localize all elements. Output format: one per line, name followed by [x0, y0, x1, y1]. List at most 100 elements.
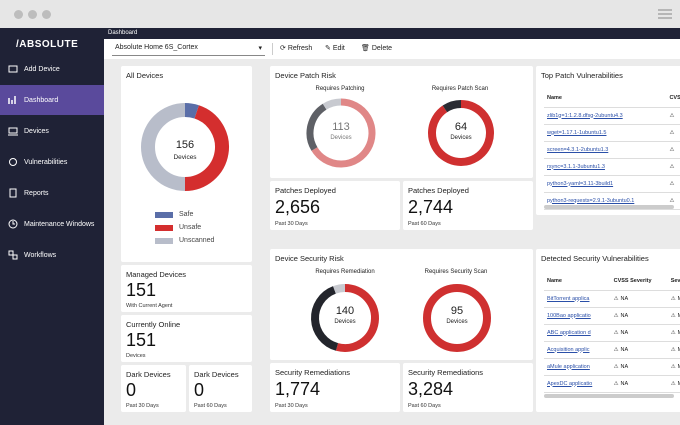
legend-swatch [155, 211, 173, 218]
stat-caption: Past 60 Days [194, 403, 227, 409]
column-header: Name [544, 90, 667, 108]
cell: ⚠ [666, 158, 680, 176]
nav-label: Workflows [24, 251, 57, 259]
donut-chart [311, 284, 379, 352]
nav-item[interactable]: Reports [0, 178, 104, 208]
window-dot [28, 10, 37, 19]
legend-label: Safe [179, 211, 194, 218]
dashboard-select[interactable]: Absolute Home 6S_Cortex ▾ [112, 42, 265, 56]
donut-total: 113 [332, 121, 350, 133]
donut-segment [423, 284, 491, 352]
warning-icon: ⚠ [670, 312, 676, 319]
donut-segment [306, 103, 327, 151]
donut-segment [335, 284, 379, 352]
chart-title: Requires Patch Scan [431, 86, 489, 92]
column-header: CVSS Severity [610, 273, 668, 291]
warning-icon: ⚠ [669, 163, 675, 170]
cell: rsync=3.1.1-3ubuntu1.3 [544, 158, 667, 176]
chart-title: Requires Security Scan [424, 269, 488, 275]
legend-label: Unscanned [179, 237, 215, 244]
donut-caption: Devices [334, 319, 356, 325]
vulnerability-link[interactable]: screen=4.3.1-2ubuntu1.3 [547, 146, 609, 153]
cell: ⚠ NA [610, 290, 668, 308]
cell-text: NA [620, 329, 629, 336]
all-devices-card: All Devices 156 Devices Safe Unsafe Unscan… [121, 66, 252, 262]
nav-icon [8, 96, 16, 104]
separator [272, 43, 273, 55]
nav-icon [9, 188, 17, 198]
table-row: screen=4.3.1-2ubuntu1.3 ⚠ [544, 141, 680, 159]
warning-icon: ⚠ [613, 346, 619, 353]
stat-caption: Past 30 Days [275, 403, 308, 409]
cell: ABC application d [544, 324, 611, 342]
cell: aMule application [544, 358, 611, 376]
warning-icon: ⚠ [613, 329, 619, 336]
cell-text: Mediu [678, 296, 680, 302]
legend-swatch [155, 224, 173, 231]
stat-caption: With Current Agent [126, 303, 173, 309]
cell-text: Mediu [678, 381, 680, 387]
donut-chart [141, 103, 229, 191]
vulnerability-link[interactable]: ApexDC applicatio [547, 380, 593, 387]
donut-segment [333, 284, 346, 294]
stat-card: Patches Deployed 2,744 Past 60 Days [403, 181, 533, 230]
vulnerability-link[interactable]: python3-yaml=3.11-3build1 [547, 180, 614, 187]
card-title: All Devices [126, 71, 164, 80]
refresh-button[interactable]: ⟳ Refresh [280, 45, 313, 52]
delete-button[interactable]: 🗑 Delete [361, 45, 393, 52]
nav-item[interactable]: Dashboard [0, 85, 104, 115]
nav-item[interactable]: Devices [0, 116, 104, 146]
legend: Safe Unsafe Unscanned [155, 208, 214, 247]
select-value: Absolute Home 6S_Cortex [115, 44, 198, 51]
cell-text: NA [620, 295, 629, 302]
cell-text: NA [620, 363, 629, 370]
vulnerability-link[interactable]: aMule application [547, 363, 590, 370]
stat-caption: Past 30 Days [275, 221, 308, 227]
legend-item: Unscanned [155, 234, 214, 247]
cell-text: Mediu [678, 330, 680, 336]
nav-item[interactable]: Add Device [0, 54, 104, 84]
warning-icon: ⚠ [670, 363, 676, 370]
table-row: zlib1g=1:1.2.8.dfsg-2ubuntu4.3 ⚠ [544, 107, 680, 125]
table-row: ABC application d⚠NA⚠Mediu [544, 324, 680, 342]
donut-segment [442, 100, 462, 113]
title-bar [0, 0, 680, 28]
vulnerability-link[interactable]: rsync=3.1.1-3ubuntu1.3 [547, 163, 605, 170]
stat-card: Managed Devices 151 With Current Agent [121, 265, 252, 312]
card-title: Detected Security Vulnerabilities [541, 254, 649, 263]
nav-item[interactable]: Workflows [0, 240, 104, 270]
warning-icon: ⚠ [613, 312, 619, 319]
action-label: Edit [332, 45, 345, 52]
chart-title: Requires Patching [315, 86, 365, 92]
nav-icon [8, 65, 18, 73]
vulnerability-link[interactable]: BitTorrent applica [547, 295, 590, 302]
nav-item[interactable]: Maintenance Windows [0, 209, 104, 239]
vulnerability-link[interactable]: 100Bao applicatio [547, 312, 591, 319]
cell: python3-yaml=3.11-3build1 [544, 175, 667, 193]
cell: ⚠Mediu [667, 375, 680, 393]
cell: ⚠Mediu [667, 307, 680, 325]
stat-value: 3,284 [408, 379, 454, 399]
donut-caption: Devices [446, 319, 468, 325]
stat-card: Patches Deployed 2,656 Past 30 Days [270, 181, 400, 230]
vulnerability-link[interactable]: wget=1.17.1-1ubuntu1.5 [547, 129, 607, 136]
donut-caption: Devices [330, 135, 352, 141]
vulnerability-link[interactable]: ABC application d [547, 329, 591, 336]
stat-caption: Past 60 Days [408, 221, 441, 227]
warning-icon: ⚠ [670, 329, 676, 336]
stat-value: 2,656 [275, 197, 321, 217]
stat-value: 0 [126, 380, 137, 400]
nav-item[interactable]: Vulnerabilities [0, 147, 104, 177]
vulnerability-link[interactable]: python3-requests=2.9.1-3ubuntu0.1 [547, 197, 635, 204]
vulnerability-link[interactable]: Acquisition applic [547, 346, 590, 353]
cell: ⚠Mediu [667, 358, 680, 376]
stat-card: Security Remediations 1,774 Past 30 Days [270, 363, 400, 412]
legend-swatch [155, 237, 173, 244]
edit-button[interactable]: ✎ Edit [325, 45, 345, 52]
vulnerability-link[interactable]: zlib1g=1:1.2.8.dfsg-2ubuntu4.3 [547, 112, 623, 119]
cell: ⚠ [666, 124, 680, 142]
patch-risk-card: Device Patch Risk Requires Patching 113 … [270, 66, 533, 178]
table-row: Acquisition applic⚠NA⚠Mediu [544, 341, 680, 359]
